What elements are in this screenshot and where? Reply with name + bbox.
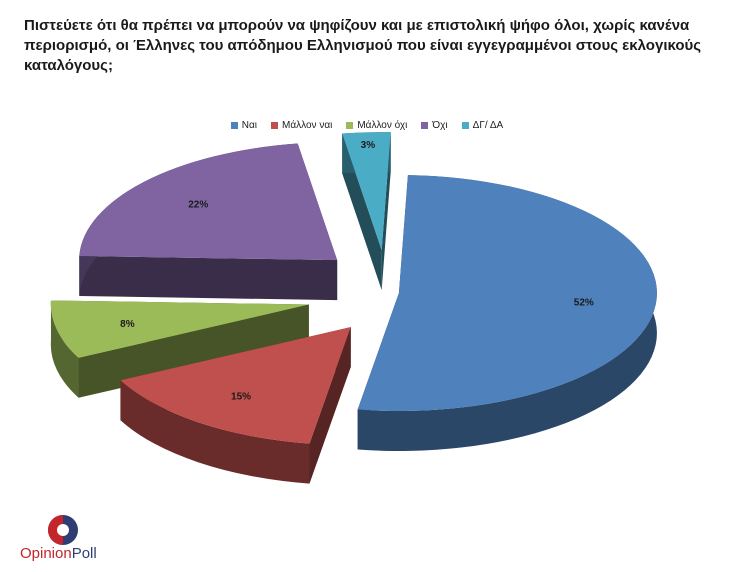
- pie-slice-side-3-0: [79, 256, 338, 301]
- legend-label: ΔΓ/ ΔΑ: [472, 120, 504, 131]
- logo-text-part2: Poll: [71, 545, 97, 562]
- legend-swatch: [346, 122, 354, 129]
- pie-slice-wall-1: [120, 380, 310, 484]
- legend-item-dg-da: ΔΓ/ ΔΑ: [461, 120, 504, 131]
- slice-label-3: 22%: [188, 200, 208, 211]
- logo-mark-icon: [48, 515, 78, 545]
- pie-slice-2: [50, 300, 309, 398]
- legend-label: Μάλλον ναι: [282, 120, 333, 131]
- pie-slice-top-4: [342, 132, 391, 251]
- pie-slice-3: [79, 143, 338, 301]
- pie-slice-top-1: [120, 327, 351, 444]
- legend-item-nai: Ναι: [230, 120, 258, 131]
- legend-swatch: [461, 122, 469, 129]
- logo-text-part1: Opinion: [20, 545, 72, 562]
- legend-item-mallon-oxi: Μάλλον όχι: [346, 120, 407, 131]
- legend-swatch: [271, 122, 279, 129]
- legend-label: Όχι: [432, 120, 448, 131]
- legend-item-mallon-nai: Μάλλον ναι: [271, 120, 332, 131]
- legend-item-oxi: Όχι: [421, 120, 448, 131]
- pie-slice-top-3: [79, 143, 338, 261]
- pie-slice-top-0: [357, 175, 657, 412]
- logo-text: OpinionPoll: [20, 545, 97, 562]
- chart-title: Πιστεύετε ότι θα πρέπει να μπορούν να ψη…: [24, 17, 702, 74]
- slice-label-1: 15%: [231, 392, 251, 403]
- slice-label-4: 3%: [361, 140, 376, 151]
- slice-label-0: 52%: [574, 297, 594, 308]
- pie-slice-4: [342, 132, 391, 291]
- legend-swatch: [230, 122, 238, 129]
- pie-slice-top-2: [50, 300, 309, 358]
- chart-legend: Ναι Μάλλον ναι Μάλλον όχι Όχι ΔΓ/ ΔΑ: [0, 120, 734, 131]
- legend-label: Ναι: [241, 120, 258, 131]
- pie-slice-1: [120, 327, 351, 484]
- pie-slice-wall-2: [50, 300, 79, 398]
- pie-slice-0: [357, 175, 657, 452]
- legend-label: Μάλλον όχι: [357, 120, 408, 131]
- legend-swatch: [421, 122, 429, 129]
- opinionpoll-logo: OpinionPoll: [20, 515, 130, 565]
- slice-label-2: 8%: [120, 319, 135, 330]
